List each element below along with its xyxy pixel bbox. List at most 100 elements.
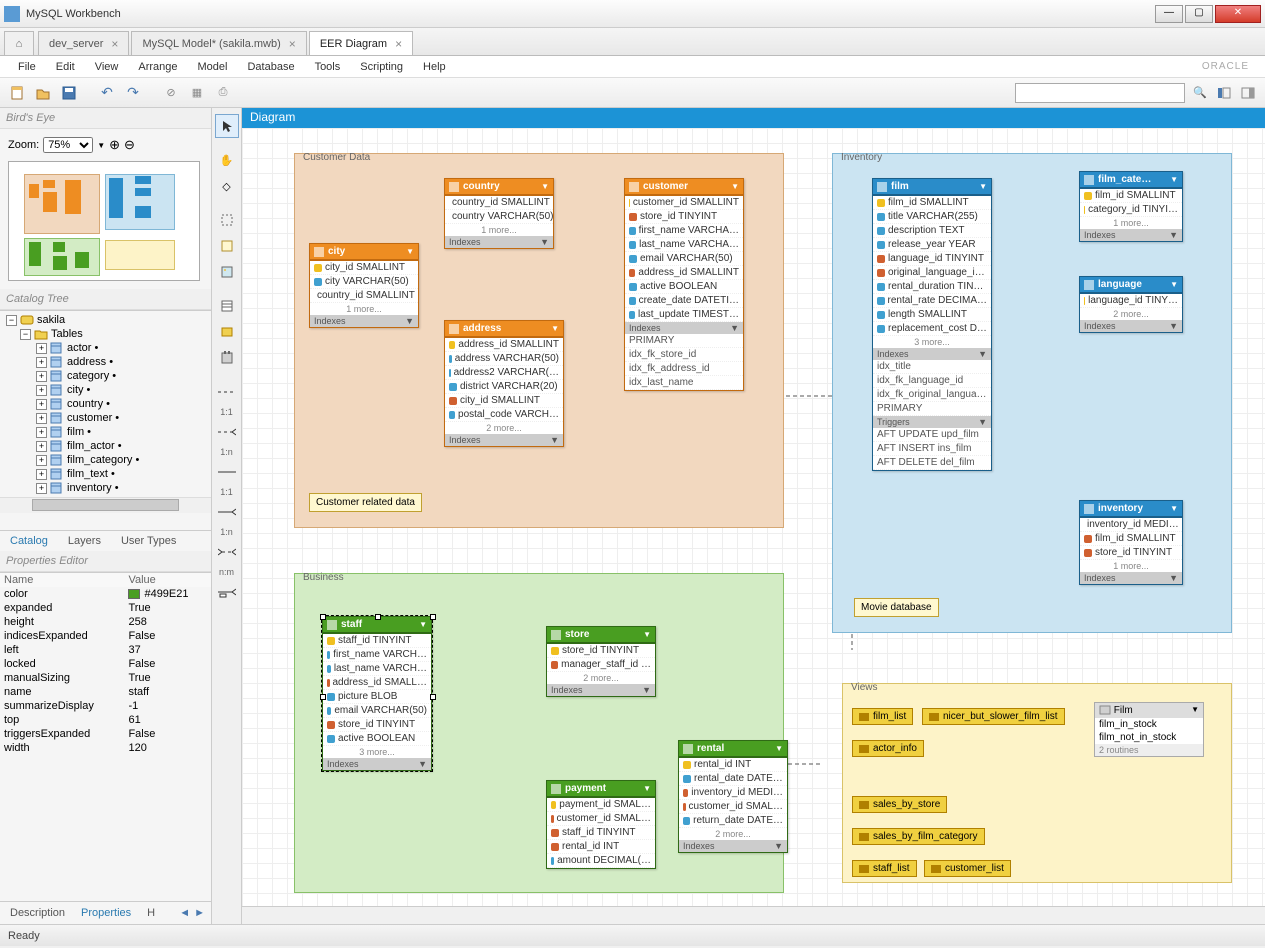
view-tool-icon[interactable] bbox=[215, 320, 239, 344]
entity-language[interactable]: language▼language_id TINY…2 more...Index… bbox=[1079, 276, 1183, 333]
close-button[interactable]: ✕ bbox=[1215, 5, 1261, 23]
table-tool-icon[interactable] bbox=[215, 294, 239, 318]
layer-note[interactable]: Movie database bbox=[854, 598, 939, 617]
entity-store[interactable]: store▼store_id TINYINTmanager_staff_id …… bbox=[546, 626, 656, 697]
rel-1-n-icon[interactable] bbox=[215, 420, 239, 444]
rel-1-1-icon[interactable] bbox=[215, 380, 239, 404]
view-customer_list[interactable]: customer_list bbox=[924, 860, 1011, 877]
tree-table-customer[interactable]: +customer • bbox=[4, 411, 207, 425]
print-icon[interactable]: ⎙ bbox=[212, 82, 234, 104]
property-row[interactable]: indicesExpandedFalse bbox=[0, 629, 211, 643]
tree-table-actor[interactable]: +actor • bbox=[4, 341, 207, 355]
view-sales_by_film_category[interactable]: sales_by_film_category bbox=[852, 828, 985, 845]
property-row[interactable]: namestaff bbox=[0, 685, 211, 699]
grid-icon[interactable]: ▦ bbox=[186, 82, 208, 104]
property-row[interactable]: left37 bbox=[0, 643, 211, 657]
image-tool-icon[interactable] bbox=[215, 260, 239, 284]
property-row[interactable]: lockedFalse bbox=[0, 657, 211, 671]
tree-table-inventory[interactable]: +inventory • bbox=[4, 481, 207, 495]
horizontal-scrollbar[interactable] bbox=[242, 906, 1265, 924]
menu-help[interactable]: Help bbox=[413, 59, 456, 75]
menu-database[interactable]: Database bbox=[237, 59, 304, 75]
tree-tables-folder[interactable]: −Tables bbox=[4, 327, 207, 341]
entity-country[interactable]: country▼country_id SMALLINTcountry VARCH… bbox=[444, 178, 554, 249]
catalog-tab-user-types[interactable]: User Types bbox=[111, 531, 186, 551]
menu-arrange[interactable]: Arrange bbox=[128, 59, 187, 75]
entity-rental[interactable]: rental▼rental_id INTrental_date DATE…inv… bbox=[678, 740, 788, 853]
tab-dev_server[interactable]: dev_server× bbox=[38, 31, 129, 55]
validate-icon[interactable]: ⊘ bbox=[160, 82, 182, 104]
minimap[interactable] bbox=[8, 161, 200, 281]
tree-table-film_category[interactable]: +film_category • bbox=[4, 453, 207, 467]
tab-eer-diagram[interactable]: EER Diagram× bbox=[309, 31, 413, 55]
entity-inventory[interactable]: inventory▼inventory_id MEDI…film_id SMAL… bbox=[1079, 500, 1183, 585]
tree-table-film_actor[interactable]: +film_actor • bbox=[4, 439, 207, 453]
next-icon[interactable]: ► bbox=[194, 907, 205, 919]
tree-table-film_text[interactable]: +film_text • bbox=[4, 467, 207, 481]
tree-table-city[interactable]: +city • bbox=[4, 383, 207, 397]
eraser-tool-icon[interactable]: ◇ bbox=[215, 174, 239, 198]
zoom-out-icon[interactable]: ⊖ bbox=[124, 137, 135, 153]
menu-model[interactable]: Model bbox=[188, 59, 238, 75]
tree-table-film[interactable]: +film • bbox=[4, 425, 207, 439]
menu-view[interactable]: View bbox=[85, 59, 129, 75]
note-tool-icon[interactable] bbox=[215, 234, 239, 258]
menu-file[interactable]: File bbox=[8, 59, 46, 75]
canvas[interactable]: Customer DataCustomer related dataInvent… bbox=[242, 128, 1265, 906]
tree-table-address[interactable]: +address • bbox=[4, 355, 207, 369]
property-row[interactable]: summarizeDisplay-1 bbox=[0, 699, 211, 713]
property-row[interactable]: color#499E21 bbox=[0, 587, 211, 601]
redo-icon[interactable]: ↷ bbox=[122, 82, 144, 104]
tab-close-icon[interactable]: × bbox=[289, 37, 296, 51]
minimize-button[interactable]: — bbox=[1155, 5, 1183, 23]
view-film_list[interactable]: film_list bbox=[852, 708, 913, 725]
property-row[interactable]: height258 bbox=[0, 615, 211, 629]
tree-table-category[interactable]: +category • bbox=[4, 369, 207, 383]
tree-db-node[interactable]: −sakila bbox=[4, 313, 207, 327]
undo-icon[interactable]: ↶ bbox=[96, 82, 118, 104]
save-icon[interactable] bbox=[58, 82, 80, 104]
routine-group[interactable]: Film▼film_in_stockfilm_not_in_stock2 rou… bbox=[1094, 702, 1204, 757]
hand-tool-icon[interactable]: ✋ bbox=[215, 148, 239, 172]
view-staff_list[interactable]: staff_list bbox=[852, 860, 917, 877]
view-actor_info[interactable]: actor_info bbox=[852, 740, 924, 757]
tab-close-icon[interactable]: × bbox=[111, 37, 118, 51]
layer-note[interactable]: Customer related data bbox=[309, 493, 422, 512]
catalog-tab-catalog[interactable]: Catalog bbox=[0, 531, 58, 551]
zoom-in-icon[interactable]: ⊕ bbox=[109, 137, 120, 153]
menu-edit[interactable]: Edit bbox=[46, 59, 85, 75]
tab-close-icon[interactable]: × bbox=[395, 37, 402, 51]
view-nicer_but_slower_film_list[interactable]: nicer_but_slower_film_list bbox=[922, 708, 1065, 725]
entity-film_cate-[interactable]: film_cate…▼film_id SMALLINTcategory_id T… bbox=[1079, 171, 1183, 242]
search-input[interactable] bbox=[1015, 83, 1185, 103]
view-sales_by_store[interactable]: sales_by_store bbox=[852, 796, 947, 813]
entity-city[interactable]: city▼city_id SMALLINTcity VARCHAR(50)cou… bbox=[309, 243, 419, 328]
property-row[interactable]: manualSizingTrue bbox=[0, 671, 211, 685]
tree-table-country[interactable]: +country • bbox=[4, 397, 207, 411]
new-file-icon[interactable] bbox=[6, 82, 28, 104]
maximize-button[interactable]: ▢ bbox=[1185, 5, 1213, 23]
entity-staff[interactable]: staff▼staff_id TINYINTfirst_name VARCH…l… bbox=[322, 616, 432, 771]
bottom-tab-properties[interactable]: Properties bbox=[73, 904, 139, 922]
layer-tool-icon[interactable] bbox=[215, 208, 239, 232]
rel-1-n-solid-icon[interactable] bbox=[215, 500, 239, 524]
routine-tool-icon[interactable] bbox=[215, 346, 239, 370]
entity-customer[interactable]: customer▼customer_id SMALLINTstore_id TI… bbox=[624, 178, 744, 391]
rel-existing-icon[interactable] bbox=[215, 580, 239, 604]
menu-scripting[interactable]: Scripting bbox=[350, 59, 413, 75]
zoom-select[interactable]: 75% bbox=[43, 137, 93, 153]
toggle-sidebar-icon[interactable] bbox=[1213, 82, 1235, 104]
entity-payment[interactable]: payment▼payment_id SMAL…customer_id SMAL… bbox=[546, 780, 656, 869]
find-icon[interactable]: 🔍 bbox=[1189, 82, 1211, 104]
bottom-tab-h[interactable]: H bbox=[139, 904, 163, 922]
property-row[interactable]: triggersExpandedFalse bbox=[0, 727, 211, 741]
property-row[interactable]: expandedTrue bbox=[0, 601, 211, 615]
bottom-tab-description[interactable]: Description bbox=[2, 904, 73, 922]
open-file-icon[interactable] bbox=[32, 82, 54, 104]
home-tab[interactable]: ⌂ bbox=[4, 31, 34, 55]
tab-mysql-model-sakila-mwb-[interactable]: MySQL Model* (sakila.mwb)× bbox=[131, 31, 306, 55]
rel-1-1-solid-icon[interactable] bbox=[215, 460, 239, 484]
property-row[interactable]: width120 bbox=[0, 741, 211, 755]
menu-tools[interactable]: Tools bbox=[305, 59, 351, 75]
entity-film[interactable]: film▼film_id SMALLINTtitle VARCHAR(255)d… bbox=[872, 178, 992, 471]
